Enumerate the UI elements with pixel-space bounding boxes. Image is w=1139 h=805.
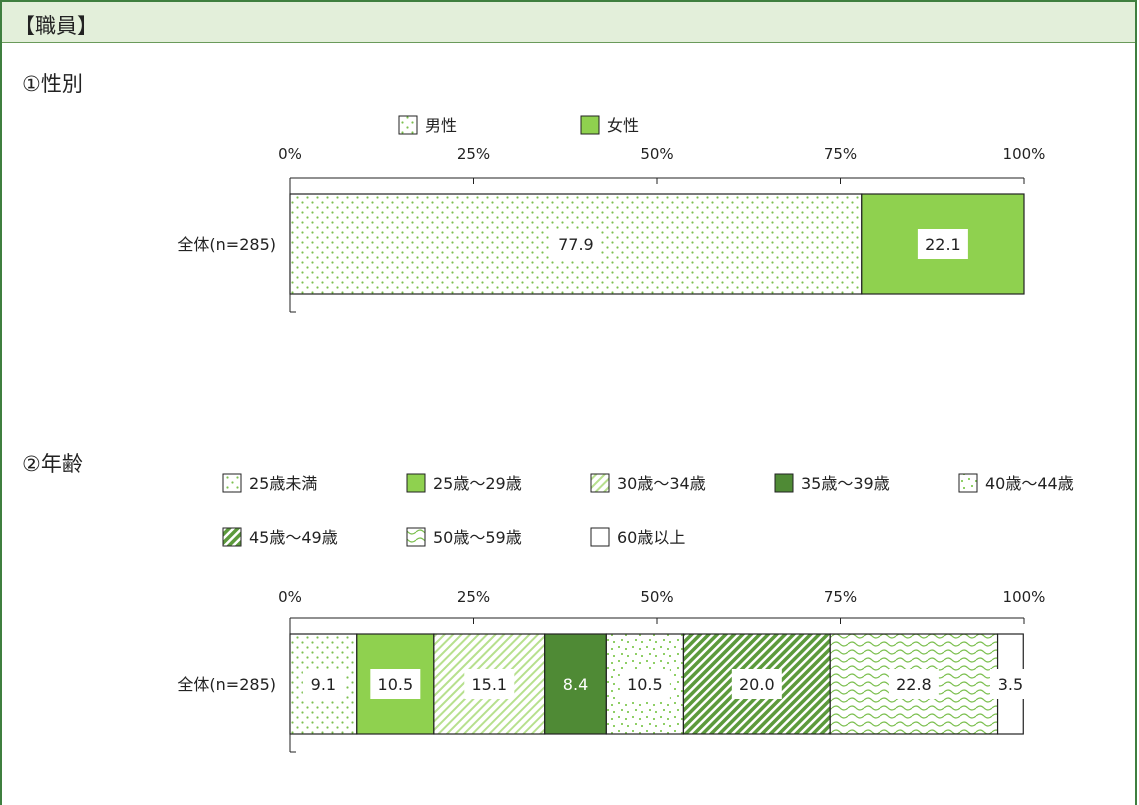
data-label-1-3: 8.4 xyxy=(563,675,588,694)
data-label-0-1: 22.1 xyxy=(925,235,961,254)
x-tick-label-0-1: 25% xyxy=(457,145,490,163)
data-label-1-0: 9.1 xyxy=(311,675,336,694)
data-label-box-1-7 xyxy=(989,669,1031,699)
legend-label-1-2: 30歳～34歳 xyxy=(617,474,706,493)
page-title: 【職員】 xyxy=(14,14,98,38)
data-label-1-6: 22.8 xyxy=(896,675,932,694)
legend-swatch-0-0 xyxy=(398,115,418,135)
legend-label-1-4: 40歳～44歳 xyxy=(985,474,1074,493)
data-label-box-1-6 xyxy=(888,669,939,699)
bar-segment-1-3 xyxy=(544,633,607,735)
legend-swatch-1-3 xyxy=(774,473,794,493)
legend-label-1-5: 45歳～49歳 xyxy=(249,528,338,547)
data-label-box-0-1 xyxy=(917,229,968,259)
x-tick-label-1-1: 25% xyxy=(457,588,490,606)
x-tick-label-1-3: 75% xyxy=(824,588,857,606)
x-tick-label-0-4: 100% xyxy=(1003,145,1046,163)
x-tick-label-0-0: 0% xyxy=(278,145,302,163)
legend-swatch-1-6 xyxy=(406,527,426,547)
legend-swatch-1-1 xyxy=(406,473,426,493)
legend-label-1-3: 35歳～39歳 xyxy=(801,474,890,493)
data-label-1-7: 3.5 xyxy=(998,675,1023,694)
legend-label-1-1: 25歳～29歳 xyxy=(433,474,522,493)
legend-label-1-7: 60歳以上 xyxy=(617,528,685,547)
section-title-gender: ①性別 xyxy=(22,72,83,96)
section-title-age: ②年齢 xyxy=(22,452,83,476)
header-bar: 【職員】 xyxy=(2,2,1135,43)
data-label-box-0-0 xyxy=(550,229,601,259)
data-label-box-1-1 xyxy=(370,669,421,699)
data-label-1-1: 10.5 xyxy=(378,675,414,694)
legend-swatch-0-1 xyxy=(580,115,600,135)
legend-swatch-1-4 xyxy=(958,473,978,493)
x-tick-label-1-4: 100% xyxy=(1003,588,1046,606)
x-tick-label-0-3: 75% xyxy=(824,145,857,163)
data-label-box-1-0 xyxy=(302,669,344,699)
x-tick-label-1-0: 0% xyxy=(278,588,302,606)
x-tick-label-1-2: 50% xyxy=(640,588,673,606)
data-label-box-1-5 xyxy=(731,669,782,699)
legend-swatch-1-7 xyxy=(590,527,610,547)
data-label-0-0: 77.9 xyxy=(558,235,594,254)
data-label-1-5: 20.0 xyxy=(739,675,775,694)
legend-swatch-1-2 xyxy=(590,473,610,493)
legend-swatch-1-5 xyxy=(222,527,242,547)
data-label-box-1-2 xyxy=(464,669,515,699)
legend-label-1-0: 25歳未満 xyxy=(249,474,317,493)
data-label-1-2: 15.1 xyxy=(471,675,507,694)
legend-label-0-0: 男性 xyxy=(425,116,457,135)
legend-swatch-1-0 xyxy=(222,473,242,493)
category-label-1: 全体(n=285) xyxy=(177,675,276,694)
category-label-0: 全体(n=285) xyxy=(177,235,276,254)
legend-label-1-6: 50歳～59歳 xyxy=(433,528,522,547)
data-label-box-1-4 xyxy=(619,669,670,699)
data-label-1-4: 10.5 xyxy=(627,675,663,694)
legend-label-0-1: 女性 xyxy=(607,116,639,135)
x-tick-label-0-2: 50% xyxy=(640,145,673,163)
